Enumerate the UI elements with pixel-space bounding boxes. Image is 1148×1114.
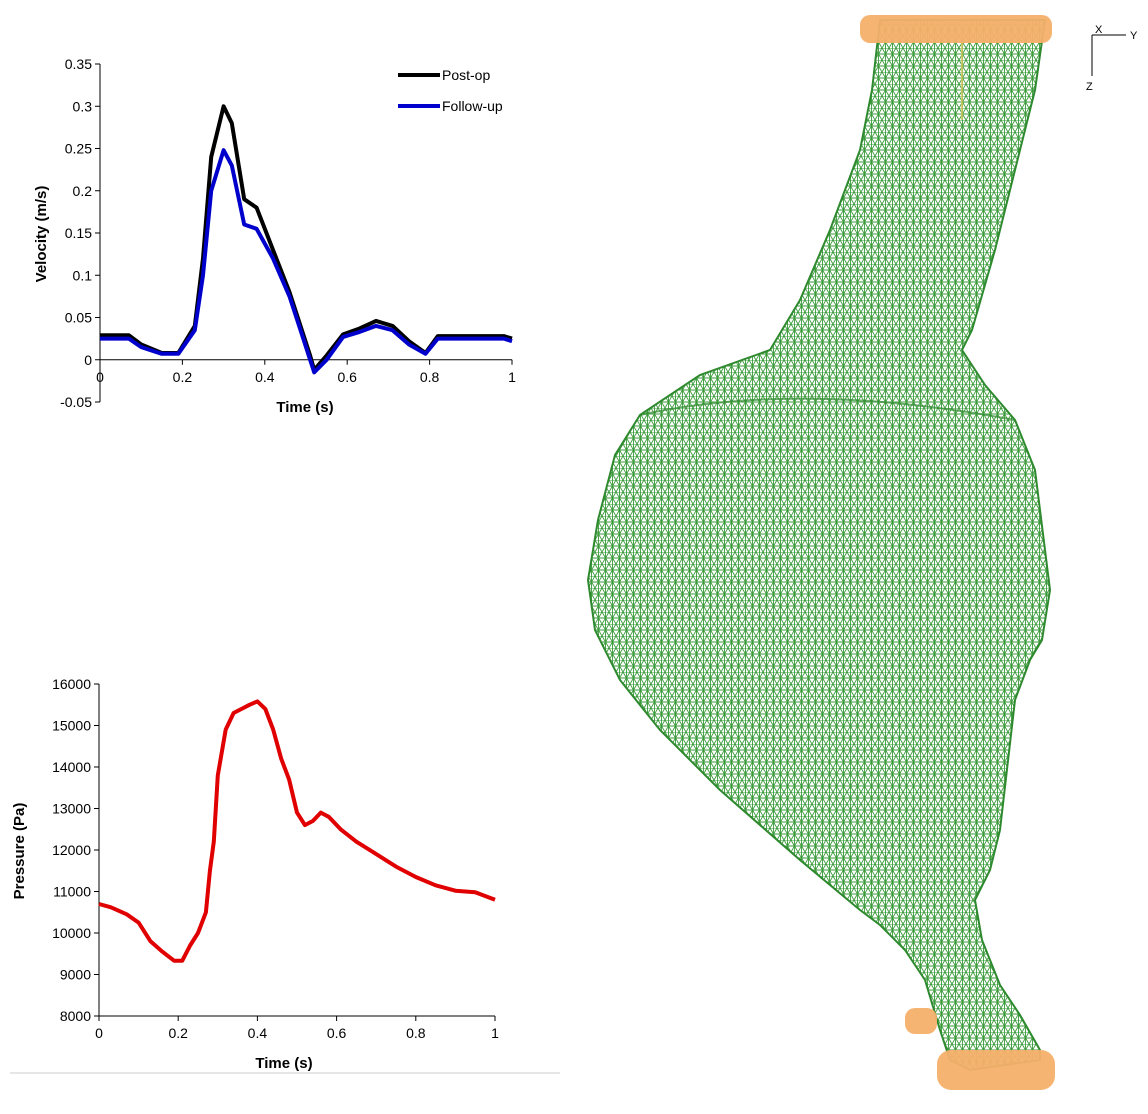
x-tick-label: 0.8 xyxy=(420,369,440,385)
x-tick-label: 0 xyxy=(96,369,104,385)
velocity-legend: Post-op Follow-up xyxy=(398,67,503,114)
series-line-pressure xyxy=(98,699,496,963)
pressure-y-axis-label: Pressure (Pa) xyxy=(11,803,28,900)
x-tick-label: 1 xyxy=(491,1025,499,1041)
y-tick-label: 10000 xyxy=(52,925,91,941)
x-tick-label: 0.4 xyxy=(255,369,275,385)
legend-label-follow-up: Follow-up xyxy=(442,98,503,114)
x-tick-label: 0.8 xyxy=(406,1025,426,1041)
y-tick-label: 12000 xyxy=(52,842,91,858)
pressure-x-axis-label: Time (s) xyxy=(255,1055,312,1072)
aneurysm-mesh-view: X Y Z xyxy=(587,15,1138,1090)
x-tick-label: 0.2 xyxy=(168,1025,188,1041)
x-tick-label: 0.6 xyxy=(327,1025,347,1041)
outlet-side-boundary xyxy=(905,1008,937,1034)
velocity-x-axis-label: Time (s) xyxy=(276,399,333,416)
y-tick-label: 9000 xyxy=(60,967,91,983)
axis-triad: X Y Z xyxy=(1086,24,1138,93)
velocity-chart: Velocity (m/s) Time (s) -0.0500.050.10.1… xyxy=(33,56,516,416)
y-tick-label: 0.2 xyxy=(73,183,93,199)
y-tick-label: 16000 xyxy=(52,676,91,692)
y-tick-label: 0.1 xyxy=(73,267,93,283)
inlet-bottom-boundary xyxy=(937,1050,1055,1090)
x-tick-label: 0.2 xyxy=(173,369,193,385)
neck-seam xyxy=(639,397,1016,421)
x-tick-label: 0.6 xyxy=(337,369,357,385)
y-tick-label: 8000 xyxy=(60,1008,91,1024)
triad-z-label: Z xyxy=(1086,81,1093,93)
y-tick-label: 0.35 xyxy=(65,56,92,72)
outlet-top-boundary xyxy=(860,15,1052,43)
y-tick-label: 0 xyxy=(84,352,92,368)
vessel-mesh-surface xyxy=(588,20,1050,1070)
y-tick-label: 15000 xyxy=(52,718,91,734)
y-tick-label: 0.3 xyxy=(73,98,93,114)
x-tick-label: 0 xyxy=(95,1025,103,1041)
triad-x-label: X xyxy=(1095,24,1103,36)
y-tick-label: 0.25 xyxy=(65,141,92,157)
velocity-y-axis-label: Velocity (m/s) xyxy=(33,186,50,283)
x-tick-label: 0.4 xyxy=(248,1025,268,1041)
pressure-chart: Pressure (Pa) Time (s) 8000 9000 10000 1100… xyxy=(11,676,499,1072)
series-line-follow-up xyxy=(100,148,513,375)
legend-label-post-op: Post-op xyxy=(442,67,490,83)
y-tick-label: 13000 xyxy=(52,801,91,817)
y-tick-label: 11000 xyxy=(53,884,91,900)
series-line-post-op xyxy=(100,104,513,372)
x-tick-label: 1 xyxy=(508,369,516,385)
y-tick-label: -0.05 xyxy=(60,394,92,410)
y-tick-label: 14000 xyxy=(52,759,91,775)
y-tick-label: 0.05 xyxy=(65,310,92,326)
triad-y-label: Y xyxy=(1130,30,1138,42)
y-tick-label: 0.15 xyxy=(65,225,92,241)
